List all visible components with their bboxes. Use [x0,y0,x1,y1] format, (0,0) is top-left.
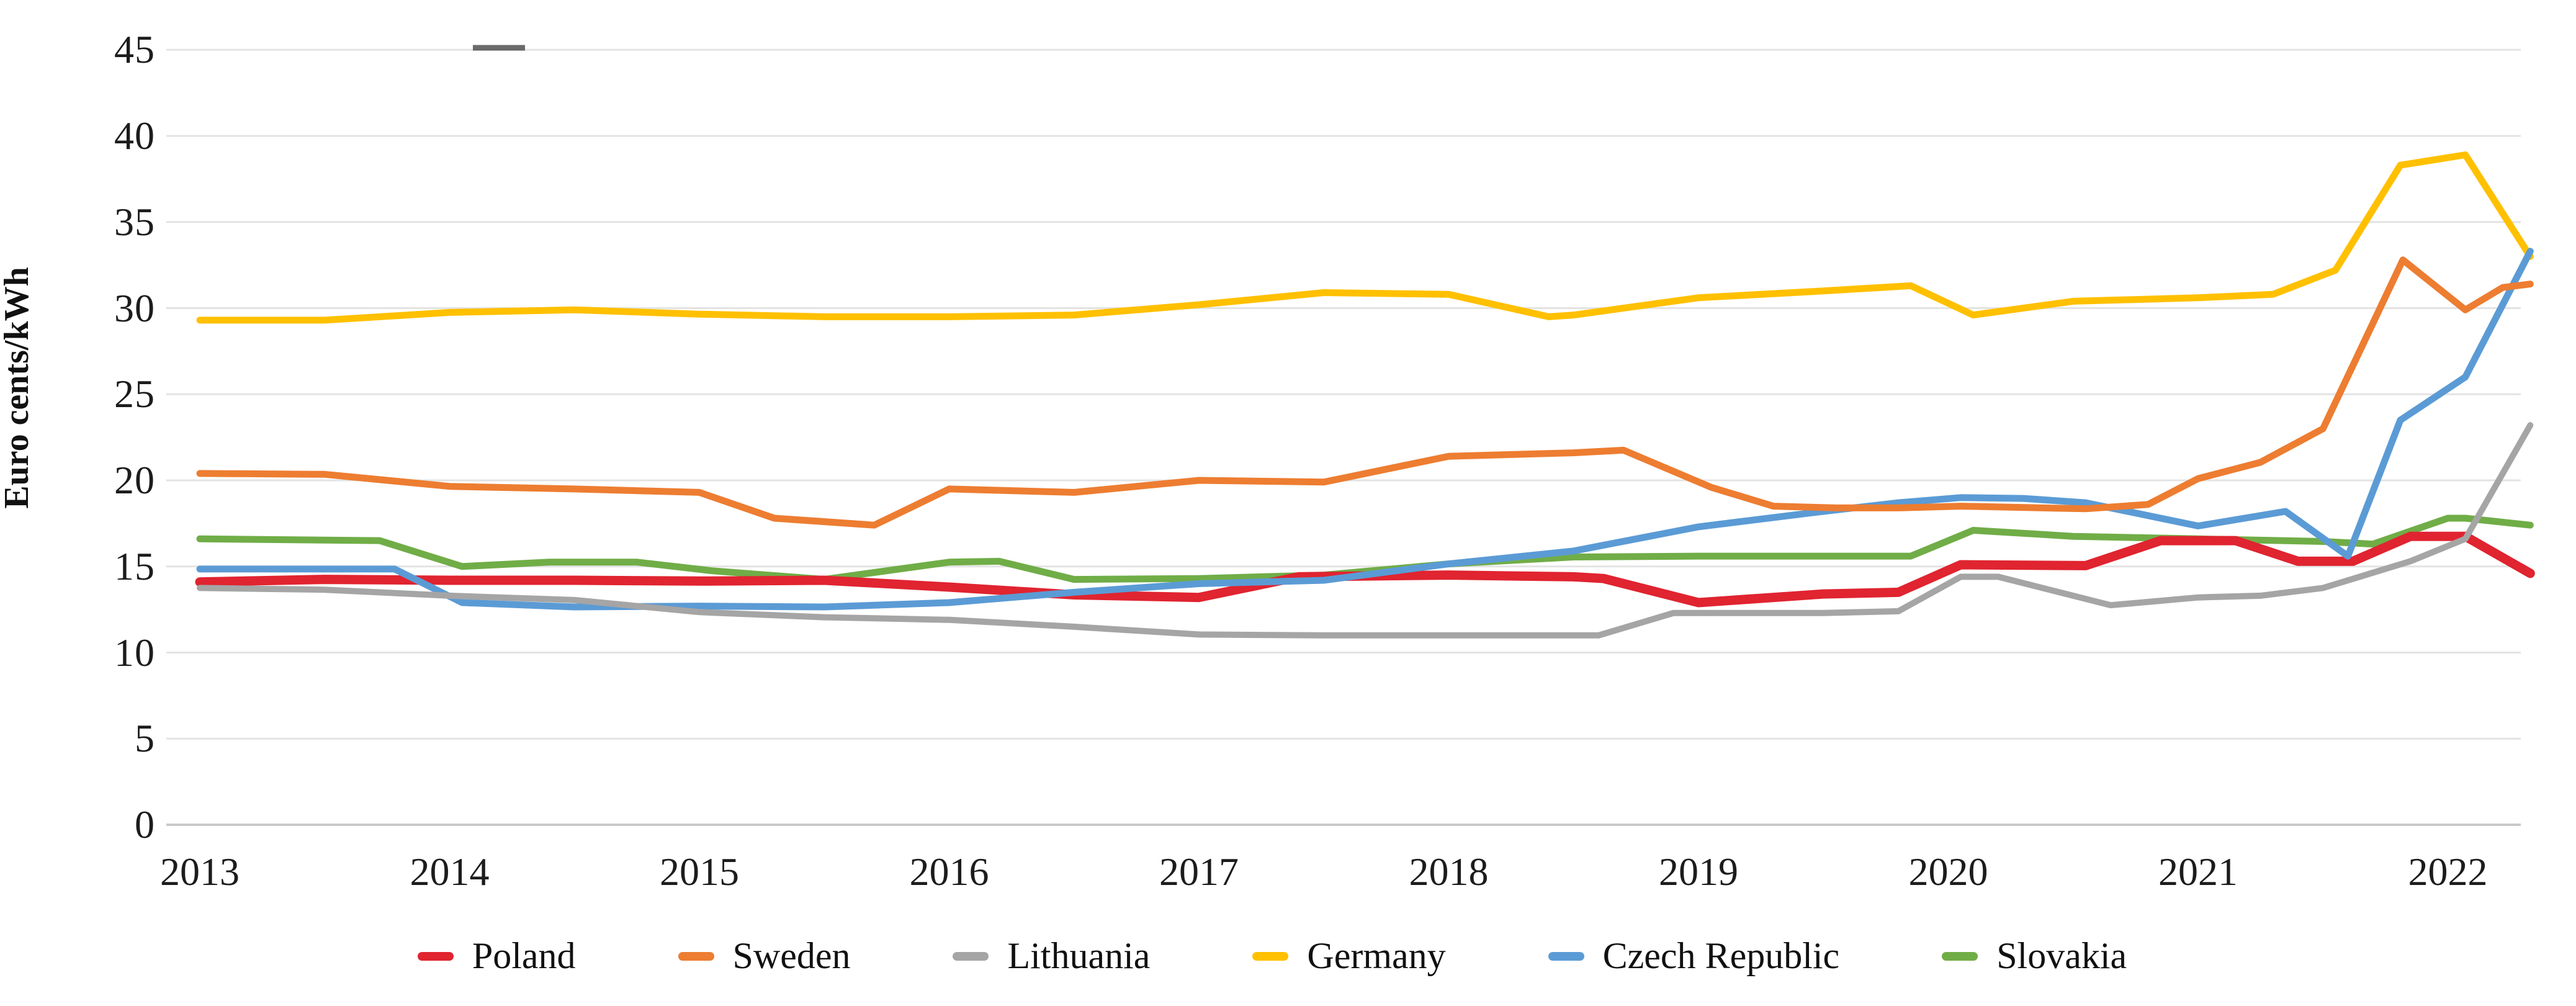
legend-swatch-poland [417,951,454,961]
legend-swatch-slovakia [1942,951,1978,961]
legend-label: Slovakia [1996,935,2127,976]
x-tick-label-2017: 2017 [1159,850,1239,894]
y-tick-label-45: 45 [114,27,155,72]
y-tick-label-25: 25 [114,372,155,416]
x-tick-label-2013: 2013 [160,850,240,894]
x-tick-label-2020: 2020 [1908,850,1988,894]
legend-item-poland: Poland [417,935,576,977]
x-tick-label-2014: 2014 [410,850,490,894]
legend-label: Lithuania [1007,935,1151,976]
x-tick-label-2018: 2018 [1409,850,1489,894]
series-line-lithuania [197,422,2534,639]
y-tick-label-20: 20 [114,458,155,502]
y-tick-label-40: 40 [114,114,155,158]
series-lines [195,151,2535,639]
legend-label: Germany [1307,935,1446,976]
series-line-czech-republic [196,248,2534,611]
chart-legend: Poland Sweden Lithuania Germany Czech Republ… [0,935,2544,977]
gridlines [166,45,2521,826]
y-tick-label-15: 15 [114,544,155,588]
legend-item-sweden: Sweden [678,935,851,977]
series-line-poland [195,531,2535,608]
legend-swatch-sweden [678,951,714,961]
series-line-sweden [196,256,2534,529]
series-line-slovakia [196,514,2534,583]
x-tick-label-2016: 2016 [909,850,989,894]
y-tick-label-0: 0 [135,802,155,847]
legend-swatch-czech-republic [1548,951,1584,961]
x-tick-label-2015: 2015 [660,850,739,894]
x-tick-label-2019: 2019 [1659,850,1738,894]
legend-label: Poland [472,935,576,976]
y-tick-label-35: 35 [114,199,155,244]
legend-swatch-germany [1252,951,1289,961]
x-tick-label-2021: 2021 [2158,850,2238,894]
legend-item-czech-republic: Czech Republic [1548,935,1840,977]
legend-item-slovakia: Slovakia [1942,935,2127,977]
legend-item-germany: Germany [1252,935,1446,977]
y-tick-label-10: 10 [114,630,155,675]
legend-swatch-lithuania [953,951,989,961]
legend-label: Czech Republic [1602,935,1840,976]
y-tick-label-5: 5 [135,716,155,761]
legend-label: Sweden [732,935,851,976]
legend-item-lithuania: Lithuania [953,935,1150,977]
y-axis-title: Euro cents/kWh [0,267,36,509]
y-tick-label-30: 30 [114,285,155,330]
series-line-germany [196,151,2534,324]
x-tick-label-2022: 2022 [2408,850,2488,894]
